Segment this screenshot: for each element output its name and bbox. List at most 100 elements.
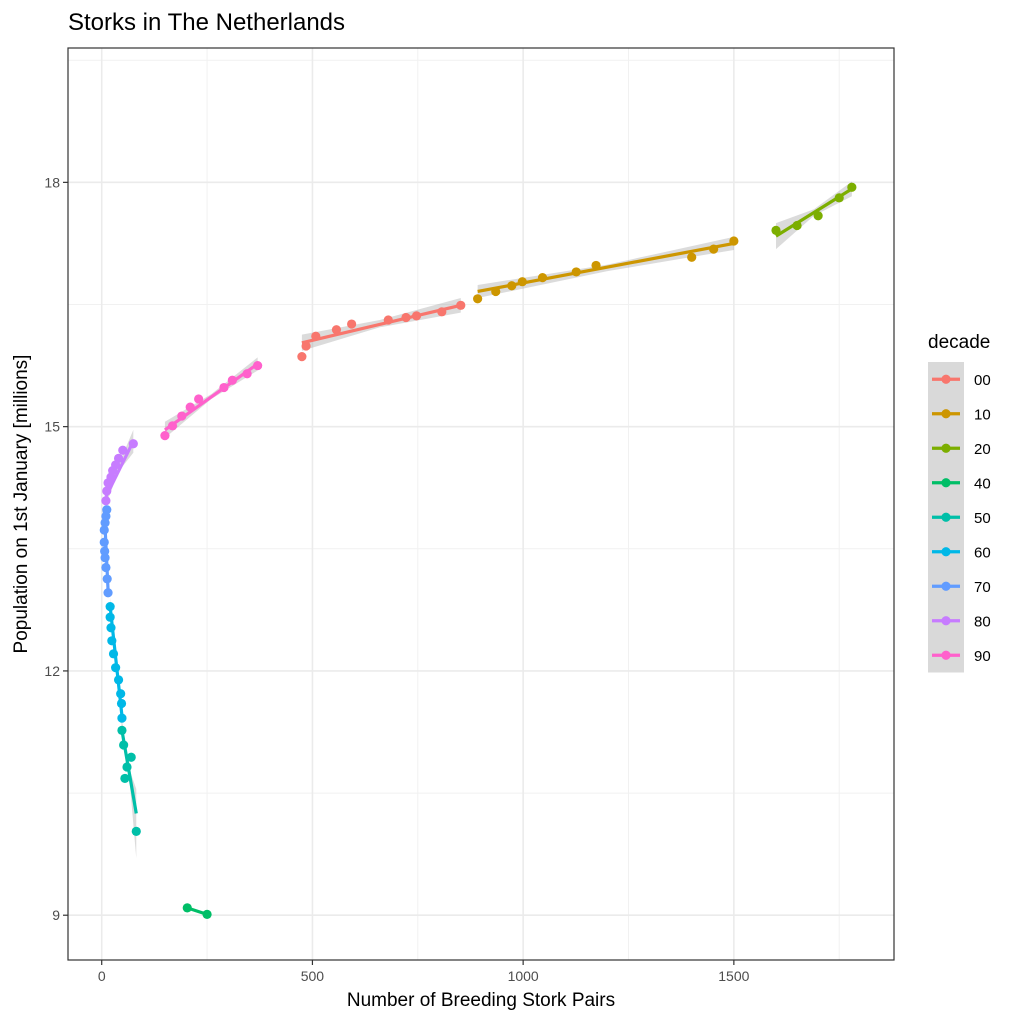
data-point-00 — [437, 307, 447, 317]
fit-line-80 — [104, 440, 135, 498]
chart-title: Storks in The Netherlands — [68, 9, 345, 36]
data-point-10 — [473, 294, 483, 304]
legend-key-point-70 — [941, 581, 951, 591]
legend-key-point-40 — [941, 478, 951, 488]
data-point-10 — [729, 236, 739, 246]
data-point-60 — [117, 713, 127, 723]
legend-key-point-20 — [941, 443, 951, 453]
legend-label-60: 60 — [974, 544, 991, 561]
legend-title: decade — [928, 332, 990, 353]
data-point-10 — [571, 267, 581, 277]
data-point-60 — [105, 602, 115, 612]
data-point-00 — [401, 312, 411, 323]
legend-label-20: 20 — [974, 441, 991, 458]
data-point-70 — [102, 505, 112, 515]
data-point-90 — [185, 402, 195, 412]
data-point-50 — [117, 725, 127, 735]
legend: decade 00 10 20 40 50 60 70 80 90 — [928, 332, 991, 673]
data-point-80 — [113, 453, 124, 463]
data-point-70 — [100, 553, 110, 563]
legend-label-00: 00 — [974, 372, 991, 389]
data-point-90 — [160, 431, 170, 441]
data-point-50 — [120, 773, 130, 784]
data-point-70 — [101, 562, 111, 573]
data-point-70 — [102, 574, 112, 584]
data-point-60 — [105, 612, 115, 622]
data-point-70 — [99, 537, 109, 547]
legend-key-point-90 — [941, 650, 951, 660]
x-axis: 0 500 1000 1500 — [98, 960, 750, 984]
data-point-00 — [347, 319, 357, 329]
y-axis: 9 12 15 18 — [44, 174, 68, 923]
x-tick-label: 1000 — [508, 968, 539, 984]
data-point-00 — [411, 311, 422, 321]
panel-border — [67, 47, 895, 961]
data-point-10 — [491, 286, 501, 297]
data-point-90 — [177, 411, 187, 421]
data-point-80 — [128, 439, 138, 449]
data-point-90 — [167, 421, 178, 431]
x-axis-title: Number of Breeding Stork Pairs — [347, 990, 615, 1011]
data-point-50 — [119, 740, 129, 750]
data-point-60 — [113, 675, 124, 685]
x-tick-label: 1500 — [718, 968, 749, 984]
data-point-10 — [687, 252, 697, 262]
data-point-60 — [106, 623, 116, 633]
data-point-00 — [456, 300, 466, 310]
data-point-50 — [131, 826, 141, 836]
legend-key-point-60 — [941, 547, 951, 557]
data-point-10 — [709, 244, 719, 254]
y-tick-label: 9 — [52, 907, 60, 923]
x-tick-label: 500 — [301, 968, 325, 984]
data-point-80 — [118, 445, 128, 455]
data-point-70 — [103, 588, 113, 598]
y-tick-label: 12 — [44, 663, 60, 679]
legend-key-point-10 — [941, 409, 951, 419]
data-point-70 — [100, 546, 110, 556]
data-point-00 — [383, 315, 393, 325]
data-point-20 — [792, 220, 802, 231]
data-point-50 — [126, 752, 136, 762]
y-tick-label: 18 — [44, 174, 60, 190]
data-point-90 — [194, 394, 204, 404]
data-point-20 — [813, 211, 823, 221]
data-point-00 — [311, 331, 321, 341]
data-point-10 — [591, 260, 601, 271]
data-point-90 — [242, 369, 252, 379]
data-point-10 — [517, 277, 527, 287]
legend-key-point-00 — [941, 374, 951, 384]
data-point-60 — [111, 663, 121, 673]
legend-label-10: 10 — [974, 406, 991, 423]
data-point-90 — [219, 382, 229, 393]
plot-panel — [67, 47, 895, 961]
data-point-80 — [102, 486, 112, 496]
legend-label-80: 80 — [974, 613, 991, 630]
data-point-40 — [182, 903, 192, 913]
legend-label-40: 40 — [974, 475, 991, 492]
data-point-60 — [107, 636, 117, 646]
data-point-60 — [108, 649, 119, 659]
x-tick-label: 0 — [98, 968, 106, 984]
y-tick-label: 15 — [44, 419, 60, 435]
legend-key-point-80 — [941, 616, 951, 626]
data-point-60 — [116, 698, 127, 709]
data-point-50 — [122, 762, 132, 772]
data-point-90 — [253, 360, 263, 371]
data-point-20 — [834, 193, 844, 203]
data-point-20 — [771, 225, 781, 235]
data-point-90 — [227, 375, 237, 385]
data-point-70 — [99, 525, 109, 535]
data-point-00 — [301, 341, 311, 351]
fit-line-00 — [301, 303, 462, 345]
data-point-80 — [101, 496, 111, 506]
data-point-10 — [537, 273, 548, 283]
legend-label-70: 70 — [974, 579, 991, 596]
data-point-40 — [202, 909, 212, 920]
legend-label-90: 90 — [974, 648, 991, 665]
legend-label-50: 50 — [974, 510, 991, 527]
data-point-10 — [507, 281, 517, 291]
data-point-00 — [297, 352, 307, 362]
legend-key-point-50 — [941, 512, 951, 522]
